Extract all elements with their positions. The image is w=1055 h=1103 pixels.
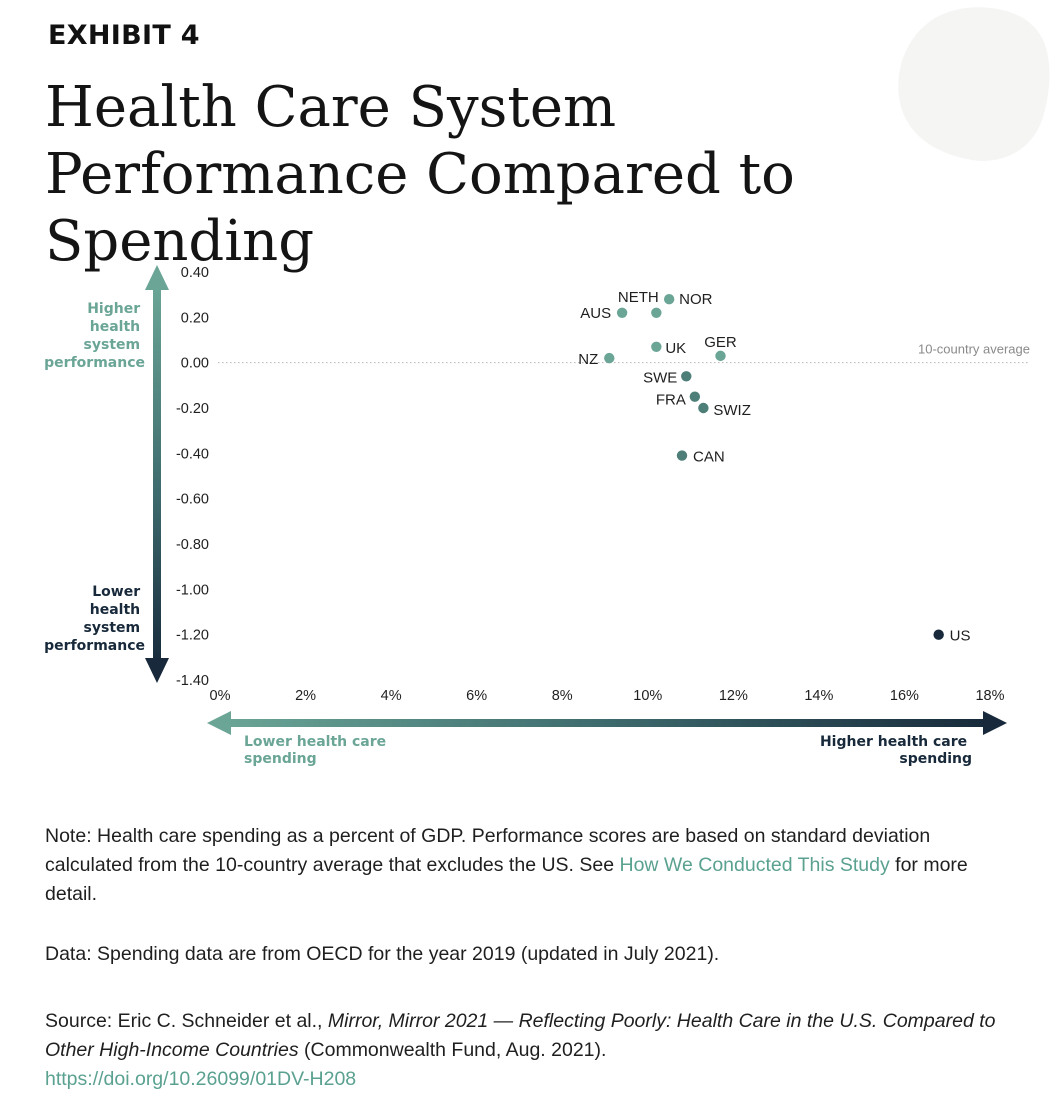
y-axis-top-label: Higher health system performance bbox=[44, 301, 145, 371]
source-suffix: (Commonwealth Fund, Aug. 2021). bbox=[298, 1039, 607, 1061]
data-point-can bbox=[676, 450, 688, 461]
x-axis-arrow bbox=[207, 711, 1007, 735]
data-point-aus bbox=[616, 307, 628, 318]
note-suffix: for more detail. bbox=[45, 854, 968, 905]
data-point-swiz bbox=[698, 402, 709, 414]
data-point-swe bbox=[681, 371, 692, 382]
y-tick-label: 0.40 bbox=[181, 265, 209, 281]
x-tick-label: 16% bbox=[890, 688, 919, 704]
y-top-line-4: performance bbox=[44, 355, 145, 371]
point-label-swiz: SWIZ bbox=[713, 402, 751, 419]
page-title: Health Care System Performance Compared … bbox=[45, 75, 795, 274]
data-note: Data: Spending data are from OECD for th… bbox=[45, 943, 720, 965]
y-bottom-line-3: system bbox=[84, 620, 141, 636]
y-tick-label: -0.40 bbox=[176, 446, 209, 462]
y-tick-labels: 0.40 0.20 0.00 -0.20 -0.40 -0.60 -0.80 -1.00 -1.… bbox=[176, 265, 209, 689]
x-tick-label: 12% bbox=[719, 688, 748, 704]
point-label-neth: NETH bbox=[618, 289, 659, 306]
point-label-us: US bbox=[950, 628, 971, 645]
point-label-swe: SWE bbox=[643, 369, 677, 386]
y-top-line-3: system bbox=[84, 337, 141, 353]
point-label-aus: AUS bbox=[580, 305, 611, 322]
y-top-line-1: Higher bbox=[87, 301, 140, 317]
x-left-line-1: Lower health care bbox=[244, 734, 386, 750]
point-label-uk: UK bbox=[665, 340, 686, 357]
x-tick-label: 8% bbox=[552, 688, 573, 704]
exhibit-label: EXHIBIT 4 bbox=[48, 20, 200, 51]
data-point-uk bbox=[651, 341, 662, 352]
methodology-link[interactable]: How We Conducted This Study bbox=[619, 854, 890, 876]
source-title: Mirror, Mirror 2021 — Reflecting Poorly:… bbox=[45, 1010, 996, 1061]
y-tick-label: -1.20 bbox=[176, 628, 209, 644]
x-tick-label: 18% bbox=[975, 688, 1004, 704]
y-tick-label: -1.40 bbox=[176, 673, 209, 689]
x-right-line-2: spending bbox=[899, 751, 972, 767]
x-tick-label: 4% bbox=[381, 688, 402, 704]
y-tick-label: -0.80 bbox=[176, 537, 209, 553]
data-point-nz bbox=[604, 352, 615, 364]
data-points: AUS NETH NOR UK GER NZ SWE FRA SWIZ CAN US bbox=[578, 289, 970, 645]
x-tick-labels: 0% 2% 4% 6% 8% 10% 12% 14% 16% 18% bbox=[210, 688, 1005, 704]
x-tick-label: 6% bbox=[466, 688, 487, 704]
y-tick-label: -0.60 bbox=[176, 492, 209, 508]
y-top-line-2: health bbox=[90, 319, 140, 335]
y-bottom-line-2: health bbox=[90, 602, 140, 618]
doi-link[interactable]: https://doi.org/10.26099/01DV-H208 bbox=[45, 1068, 357, 1090]
x-tick-label: 10% bbox=[633, 688, 662, 704]
reference-line-label: 10-country average bbox=[918, 342, 1030, 357]
y-tick-label: 0.00 bbox=[181, 356, 209, 372]
x-right-line-1: Higher health care bbox=[820, 734, 967, 750]
point-label-fra: FRA bbox=[656, 392, 686, 409]
data-point-nor bbox=[663, 294, 675, 305]
source-prefix: Source: Eric C. Schneider et al., bbox=[45, 1010, 328, 1032]
note-text: Note: Health care spending as a percent … bbox=[45, 822, 1020, 909]
data-point-ger bbox=[715, 350, 726, 362]
source-note: Source: Eric C. Schneider et al., Mirror… bbox=[45, 1007, 1020, 1094]
y-axis-arrow bbox=[145, 265, 169, 683]
data-point-neth bbox=[651, 307, 662, 318]
x-axis-right-label: Higher health care spending bbox=[820, 734, 972, 767]
point-label-nor: NOR bbox=[679, 291, 713, 308]
y-tick-label: -1.00 bbox=[176, 582, 209, 598]
scatter-chart: Higher health system performance Lower h… bbox=[44, 265, 1030, 767]
y-axis-bottom-label: Lower health system performance bbox=[44, 584, 145, 654]
y-bottom-line-1: Lower bbox=[92, 584, 140, 600]
y-tick-label: 0.20 bbox=[181, 310, 209, 326]
point-label-ger: GER bbox=[704, 334, 737, 351]
data-point-us bbox=[933, 629, 944, 640]
x-tick-label: 0% bbox=[210, 688, 231, 704]
point-label-can: CAN bbox=[693, 449, 725, 466]
y-bottom-line-4: performance bbox=[44, 638, 145, 654]
x-axis-left-label: Lower health care spending bbox=[244, 734, 391, 767]
data-point-fra bbox=[689, 391, 701, 402]
x-tick-label: 14% bbox=[804, 688, 833, 704]
note-prefix: Note: Health care spending as a percent … bbox=[45, 825, 931, 876]
x-left-line-2: spending bbox=[244, 751, 317, 767]
point-label-nz: NZ bbox=[578, 351, 598, 368]
y-tick-label: -0.20 bbox=[176, 401, 209, 417]
decorative-blob bbox=[898, 7, 1050, 161]
x-tick-label: 2% bbox=[295, 688, 316, 704]
